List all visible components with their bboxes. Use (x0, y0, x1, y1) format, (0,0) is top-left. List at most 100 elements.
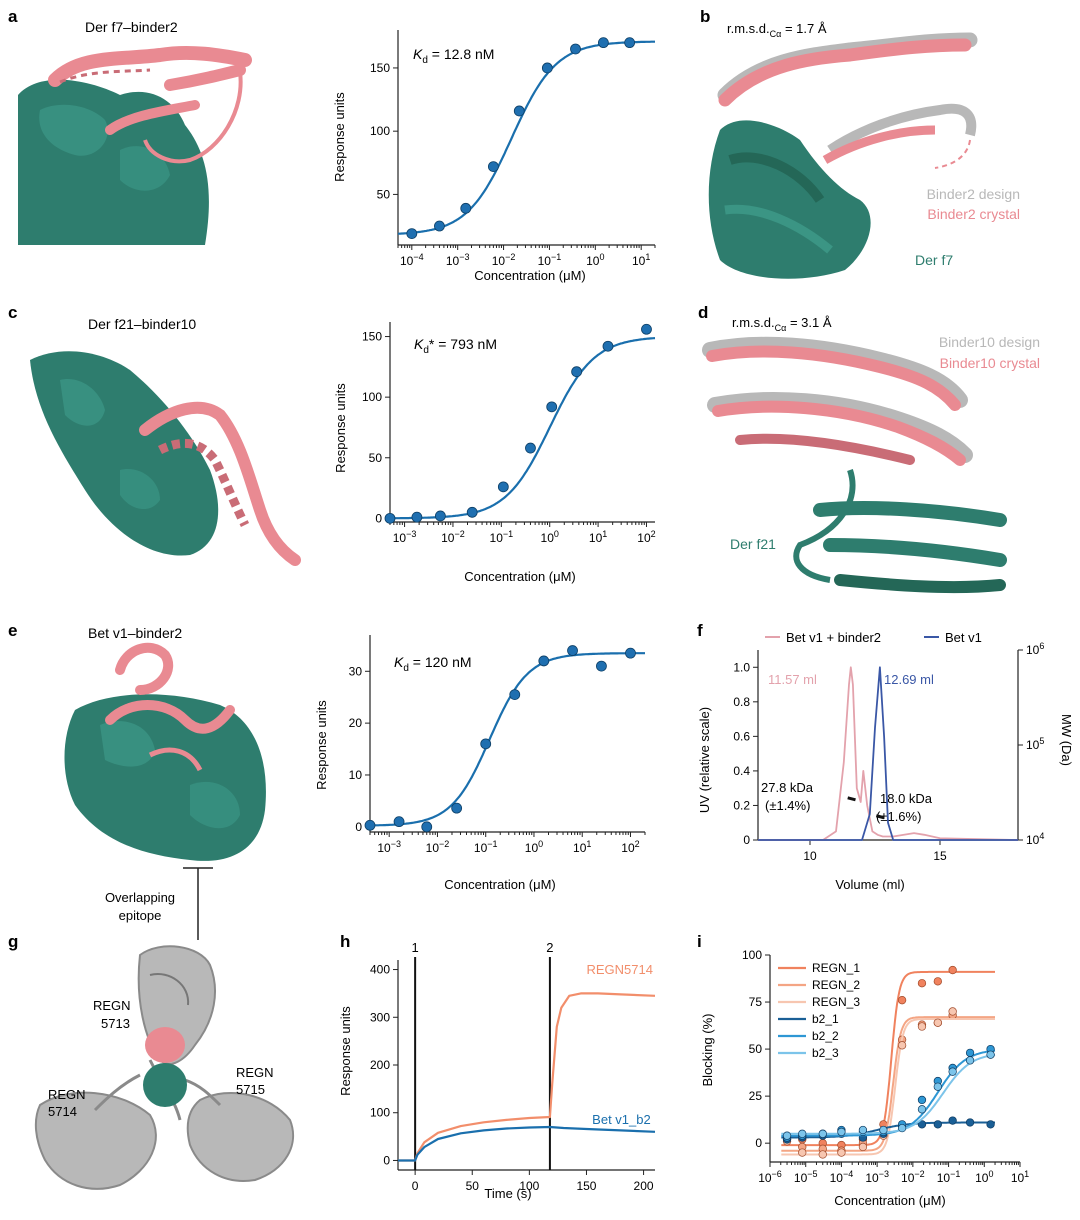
data-point (965, 1048, 975, 1058)
panel-e-letter: e (8, 621, 17, 640)
y-tick-label: 0 (743, 833, 750, 847)
data-point (641, 323, 652, 335)
series-line (398, 992, 656, 1162)
y-tick-label: 50 (377, 187, 391, 201)
data-point (897, 1123, 907, 1133)
chart-i-blocking: Concentration (μM) Blocking (%) 0 25 50 75 1… (700, 948, 1029, 1208)
x-tick-label: 10−2 (492, 252, 516, 268)
chart-a-binding-curve: Kd = 12.8 nM Concentration (μM) Response… (332, 30, 656, 283)
mw-segment (847, 796, 856, 802)
rmsd-value: = 1.7 Å (781, 21, 826, 36)
x-tick-label: 50 (466, 1179, 480, 1193)
y-tick-label: 0.6 (733, 729, 750, 743)
data-point (837, 1127, 846, 1137)
fit-curve (781, 1016, 995, 1152)
kd-value: = 12.8 nM (428, 46, 495, 62)
fit-curve (781, 1053, 996, 1135)
data-point (948, 965, 957, 975)
x-tick-label: 100 (519, 1179, 539, 1193)
data-point (393, 816, 405, 828)
chart-a-ylabel: Response units (332, 92, 347, 182)
x-tick-label: 100 (586, 252, 604, 268)
x-tick-label: 10−1 (937, 1169, 961, 1185)
data-point (480, 738, 492, 750)
y-tick-label: 300 (370, 1010, 390, 1024)
x-tick-label: 10 (803, 849, 817, 863)
data-point (570, 43, 581, 55)
x-tick-label: 10−4 (830, 1169, 854, 1185)
regn5713-label-1: REGN (93, 998, 131, 1013)
panel-b-letter: b (700, 7, 710, 26)
series-label: Bet v1_b2 (592, 1112, 651, 1127)
y2-tick-label: 104 (1026, 831, 1044, 847)
data-point (541, 62, 553, 74)
y-tick-label: 100 (370, 124, 390, 138)
legend-label: REGN_1 (812, 961, 860, 975)
kd-subscript: d (423, 345, 429, 356)
data-point (546, 401, 558, 413)
y-tick-label: 150 (362, 330, 382, 344)
chart-e-xlabel: Concentration (μM) (444, 877, 556, 892)
x-tick-label: 10−3 (446, 252, 470, 268)
data-point (933, 1120, 942, 1129)
x-tick-label: 15 (933, 849, 947, 863)
chart-h-competition-bli: Time (s) Response units 0 100 200 300 400 0 50… (338, 940, 656, 1201)
peak-betv1-label: 12.69 ml (884, 672, 934, 687)
series-line (758, 666, 1019, 841)
data-point (933, 977, 942, 986)
x-tick-label: 102 (621, 839, 639, 855)
panel-e-title: Bet v1–binder2 (88, 625, 182, 641)
bet-v1-binder2-structure (64, 642, 266, 861)
y2-tick-label: 106 (1026, 641, 1044, 657)
kd-subscript: d (422, 55, 428, 66)
data-point (513, 105, 525, 117)
data-point (917, 1120, 927, 1129)
y-tick-label: 0.8 (733, 695, 750, 709)
mw-segment (875, 814, 885, 820)
chart-f-y2label: MW (Da) (1059, 714, 1074, 766)
x-tick-label: 10−3 (377, 839, 401, 855)
legend-complex-label: Bet v1 + binder2 (786, 630, 881, 645)
chart-f-ylabel: UV (relative scale) (697, 707, 712, 813)
x-tick-label: 101 (632, 252, 650, 268)
data-point (782, 1131, 792, 1140)
data-point (497, 481, 509, 493)
x-tick-label: 100 (975, 1169, 993, 1185)
x-tick-label: 10−3 (865, 1169, 889, 1185)
data-point (625, 647, 636, 659)
data-point (538, 655, 550, 667)
legend-binder2-crystal: Binder2 crystal (927, 206, 1020, 222)
regn5715-label-2: 5715 (236, 1082, 265, 1097)
chart-h-ylabel: Response units (338, 1006, 353, 1096)
chart-e-kd-annotation: Kd = 120 nM (394, 654, 472, 674)
der-f7-overlay-structure (708, 32, 978, 279)
y-tick-label: 0.2 (733, 798, 750, 812)
data-point (597, 37, 609, 49)
antibody-complex-structure (34, 945, 295, 1190)
x-tick-label: 0 (412, 1179, 419, 1193)
legend-label: REGN_3 (812, 995, 860, 1009)
legend-binder10-design: Binder10 design (939, 334, 1040, 350)
data-point (917, 1095, 927, 1105)
legend-betv1-label: Bet v1 (945, 630, 982, 645)
x-tick-label: 101 (1011, 1169, 1029, 1185)
panel-g-letter: g (8, 932, 18, 951)
rmsd-value: = 3.1 Å (786, 315, 831, 330)
y-tick-label: 1.0 (733, 660, 750, 674)
data-point (434, 220, 445, 232)
panel-b-rmsd: r.m.s.d.Cα = 1.7 Å (727, 21, 827, 39)
x-tick-label: 10−3 (393, 529, 417, 545)
kd-subscript: d (403, 663, 409, 674)
data-point (897, 1041, 907, 1050)
data-point (986, 1120, 995, 1129)
chart-f-xlabel: Volume (ml) (835, 877, 904, 892)
rmsd-subscript: Cα (770, 29, 782, 39)
regn5713-label-2: 5713 (101, 1016, 130, 1031)
chart-c-kd-annotation: Kd* = 793 nM (414, 336, 497, 356)
x-tick-label: 10−2 (901, 1169, 925, 1185)
x-tick-label: 10−1 (538, 252, 562, 268)
mw-complex-label: 27.8 kDa (761, 780, 814, 795)
data-point (451, 802, 463, 814)
panel-a-title: Der f7–binder2 (85, 19, 178, 35)
data-point (487, 161, 499, 172)
